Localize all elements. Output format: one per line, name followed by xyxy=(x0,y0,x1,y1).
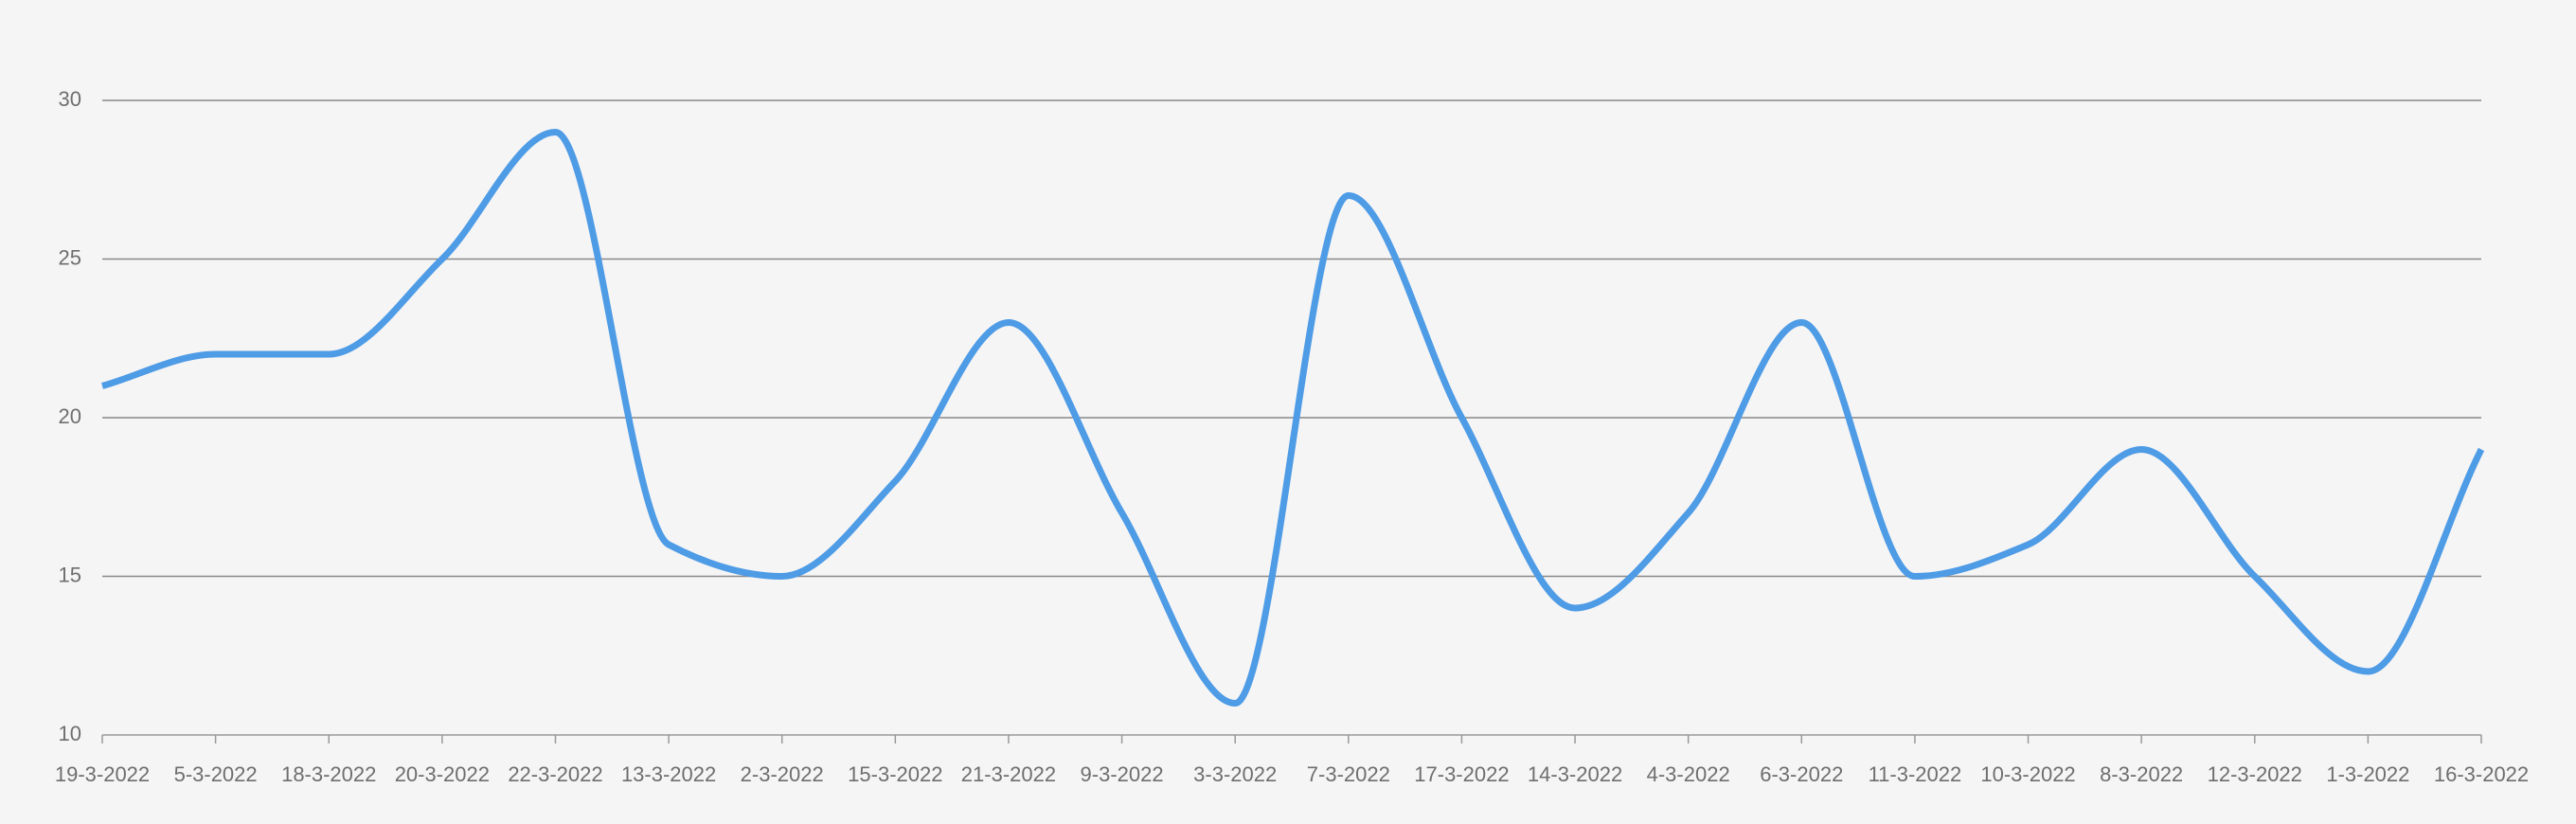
x-tick-label: 1-3-2022 xyxy=(2326,762,2409,786)
y-tick-label: 25 xyxy=(59,245,81,269)
x-tick-label: 13-3-2022 xyxy=(621,762,716,786)
x-tick-label: 11-3-2022 xyxy=(1869,762,1962,786)
x-tick-label: 12-3-2022 xyxy=(2208,762,2302,786)
x-tick-label: 18-3-2022 xyxy=(281,762,376,786)
x-tick-label: 3-3-2022 xyxy=(1193,762,1277,786)
x-tick-label: 10-3-2022 xyxy=(1980,762,2075,786)
data-line xyxy=(101,129,2485,707)
x-tick-label: 8-3-2022 xyxy=(2100,762,2183,786)
x-tick-label: 21-3-2022 xyxy=(961,762,1056,786)
x-tick-label: 17-3-2022 xyxy=(1414,762,1509,786)
x-tick-label: 16-3-2022 xyxy=(2434,762,2529,786)
x-tick-label: 19-3-2022 xyxy=(55,762,150,786)
x-tick-label: 6-3-2022 xyxy=(1760,762,1843,786)
x-tick-label: 22-3-2022 xyxy=(508,762,602,786)
y-tick-label: 15 xyxy=(59,563,81,586)
x-tick-label: 4-3-2022 xyxy=(1647,762,1730,786)
y-tick-label: 30 xyxy=(59,87,81,111)
x-tick-label: 7-3-2022 xyxy=(1307,762,1390,786)
x-tick-label: 20-3-2022 xyxy=(395,762,490,786)
x-tick-label: 15-3-2022 xyxy=(848,762,942,786)
x-tick-label: 2-3-2022 xyxy=(741,762,824,786)
x-tick-label: 5-3-2022 xyxy=(174,762,258,786)
x-tick-label: 9-3-2022 xyxy=(1081,762,1164,786)
y-tick-label: 10 xyxy=(59,722,81,745)
y-tick-label: 20 xyxy=(59,404,81,428)
x-tick-label: 14-3-2022 xyxy=(1528,762,1622,786)
